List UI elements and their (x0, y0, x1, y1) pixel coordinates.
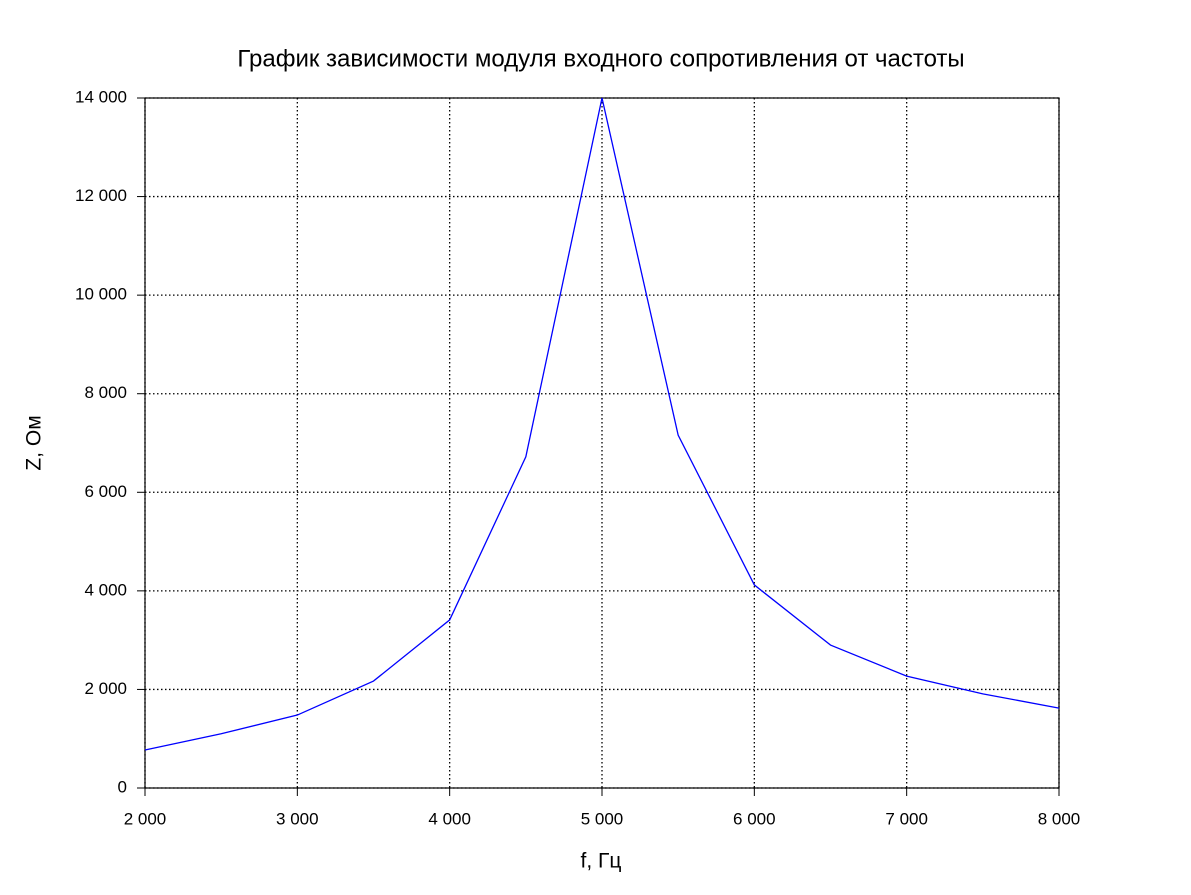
y-tick-label: 4 000 (84, 580, 127, 599)
data-line (144, 97, 1060, 751)
chart-title: График зависимости модуля входного сопро… (237, 45, 964, 72)
y-tick-label: 14 000 (75, 87, 127, 106)
x-tick-label: 8 000 (1038, 809, 1081, 828)
y-tick-label: 12 000 (75, 186, 127, 205)
y-tick-label: 0 (118, 777, 127, 796)
x-tick-label: 6 000 (733, 809, 776, 828)
x-axis-label: f, Гц (581, 850, 622, 873)
x-tick-label: 3 000 (276, 809, 319, 828)
y-tick-label: 6 000 (84, 482, 127, 501)
x-tick-label: 2 000 (124, 809, 167, 828)
y-tick-label: 2 000 (84, 679, 127, 698)
y-axis-label: Z, Ом (23, 415, 46, 470)
x-tick-label: 4 000 (428, 809, 471, 828)
y-tick-label: 10 000 (75, 285, 127, 304)
x-tick-label: 7 000 (885, 809, 928, 828)
y-tick-label: 8 000 (84, 383, 127, 402)
x-tick-label: 5 000 (581, 809, 624, 828)
